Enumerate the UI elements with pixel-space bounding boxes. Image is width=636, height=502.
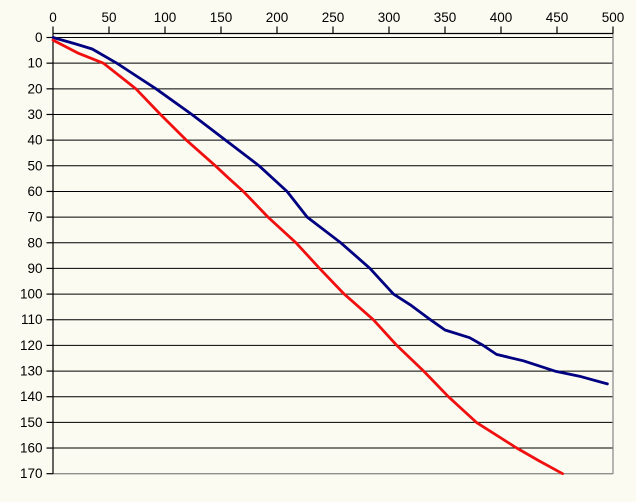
y-tick-label-130: 130 (20, 364, 43, 379)
x-tick-label-500: 500 (602, 10, 625, 25)
x-tick-label-400: 400 (490, 10, 513, 25)
y-tick-label-10: 10 (27, 56, 42, 71)
y-tick-label-0: 0 (35, 30, 43, 45)
y-tick-label-40: 40 (27, 133, 42, 148)
y-tick-label-120: 120 (20, 338, 43, 353)
y-tick-label-70: 70 (27, 210, 42, 225)
red-series-line (51, 38, 564, 476)
y-tick-label-170: 170 (20, 466, 43, 481)
x-tick-label-450: 450 (546, 10, 569, 25)
y-tick-label-150: 150 (20, 415, 43, 430)
x-tick-label-300: 300 (378, 10, 401, 25)
y-tick-label-50: 50 (27, 158, 42, 173)
y-tick-label-90: 90 (27, 261, 42, 276)
x-tick-label-200: 200 (266, 10, 289, 25)
y-tick-label-140: 140 (20, 389, 43, 404)
y-tick-label-80: 80 (27, 235, 42, 250)
x-tick-label-100: 100 (154, 10, 177, 25)
y-tick-label-100: 100 (20, 287, 43, 302)
y-tick-label-30: 30 (27, 107, 42, 122)
x-tick-label-150: 150 (210, 10, 233, 25)
x-tick-label-250: 250 (322, 10, 345, 25)
y-tick-label-160: 160 (20, 441, 43, 456)
y-tick-label-60: 60 (27, 184, 42, 199)
x-tick-label-0: 0 (49, 10, 57, 25)
y-tick-label-110: 110 (21, 312, 43, 327)
dark-blue-series-line (51, 36, 609, 386)
x-tick-label-50: 50 (101, 10, 116, 25)
x-tick-label-350: 350 (434, 10, 457, 25)
y-tick-label-20: 20 (27, 81, 42, 96)
